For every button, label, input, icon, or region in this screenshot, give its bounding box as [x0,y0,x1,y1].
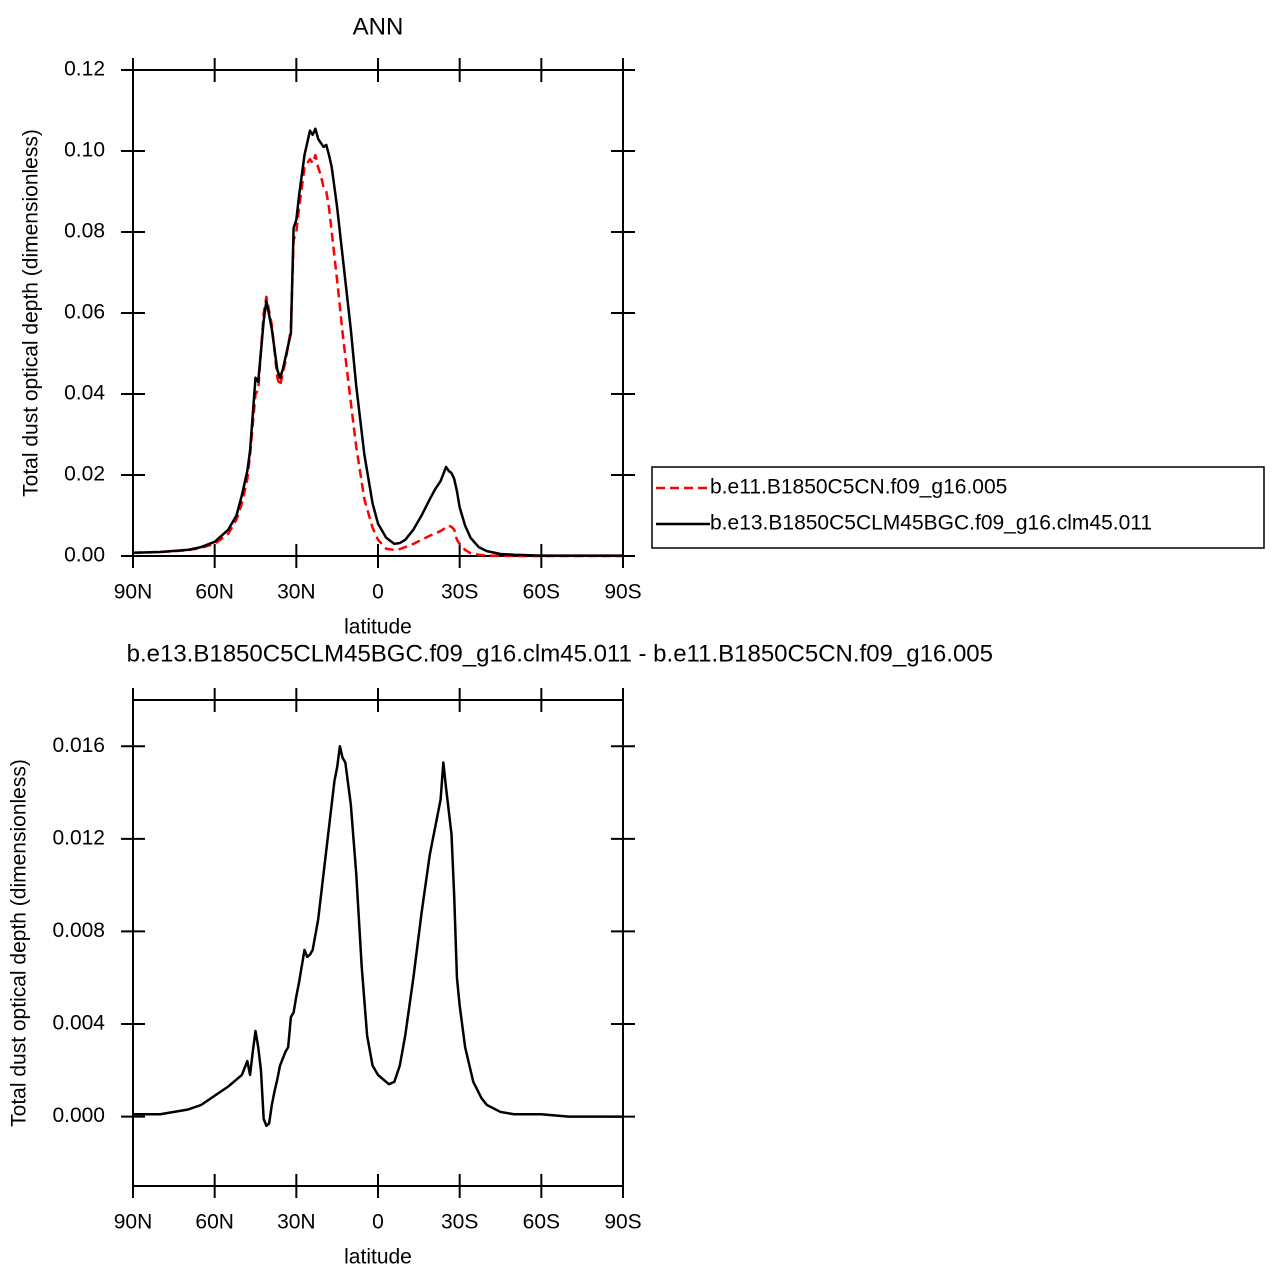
y-tick-label: 0.02 [64,463,105,486]
x-axis-label: latitude [344,1246,412,1269]
x-tick-label: 60S [523,1211,560,1234]
x-tick-label: 90S [604,1211,641,1234]
y-axis-label: Total dust optical depth (dimensionless) [20,129,43,497]
data-line [132,153,623,558]
y-tick-label: 0.016 [52,734,105,757]
y-tick-label: 0.008 [52,919,105,942]
x-tick-label: 90N [114,581,153,604]
y-tick-label: 0.10 [64,139,105,162]
x-tick-label: 30S [441,1211,478,1234]
y-tick-label: 0.06 [64,301,105,324]
x-tick-label: 30N [277,581,316,604]
plot-frame [132,69,624,557]
chart-title: ANN [353,13,404,40]
x-tick-label: 0 [372,581,384,604]
x-tick-label: 90S [604,581,641,604]
x-tick-label: 60N [195,1211,234,1234]
y-tick-label: 0.12 [64,58,105,81]
data-line [133,745,623,1128]
x-tick-label: 0 [372,1211,384,1234]
x-tick-label: 60N [195,581,234,604]
chart-title: b.e13.B1850C5CLM45BGC.f09_g16.clm45.011 … [127,640,993,667]
y-tick-label: 0.004 [52,1012,105,1035]
x-tick-label: 30N [277,1211,316,1234]
y-tick-label: 0.000 [52,1104,105,1127]
y-tick-label: 0.08 [64,220,105,243]
y-tick-label: 0.012 [52,826,105,849]
x-tick-label: 90N [114,1211,153,1234]
legend-label: b.e11.B1850C5CN.f09_g16.005 [710,476,1007,499]
x-tick-label: 60S [523,581,560,604]
y-tick-label: 0.04 [64,382,105,405]
x-axis-label: latitude [344,616,412,639]
x-tick-label: 30S [441,581,478,604]
legend-box [651,466,1265,549]
y-axis-label: Total dust optical depth (dimensionless) [8,759,31,1127]
legend-label: b.e13.B1850C5CLM45BGC.f09_g16.clm45.011 [710,512,1152,535]
plot-frame [132,699,624,1187]
y-tick-label: 0.00 [64,544,105,567]
data-line [132,127,623,557]
